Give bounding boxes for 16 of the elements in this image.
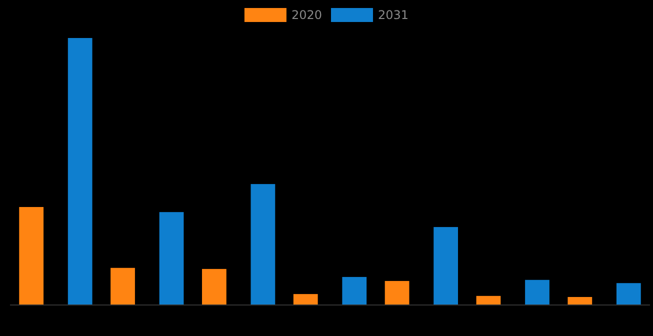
bar bbox=[293, 294, 318, 305]
bar bbox=[250, 184, 276, 305]
bar bbox=[476, 296, 501, 305]
legend-label: 2020 bbox=[291, 8, 322, 22]
bar bbox=[19, 207, 44, 305]
bar bbox=[202, 268, 226, 305]
legend-label: 2031 bbox=[378, 8, 409, 22]
bar bbox=[568, 296, 592, 305]
bar bbox=[159, 212, 184, 305]
bar bbox=[525, 280, 550, 305]
bar bbox=[68, 38, 92, 305]
bar bbox=[384, 280, 410, 305]
bar bbox=[342, 276, 367, 305]
bar bbox=[616, 283, 641, 305]
bar bbox=[110, 268, 135, 305]
bar bbox=[434, 227, 458, 305]
